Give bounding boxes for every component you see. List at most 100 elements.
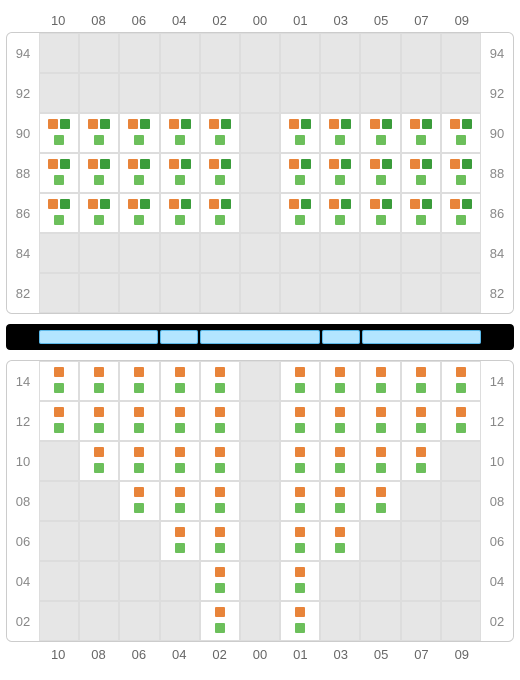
cell-88-09 bbox=[441, 153, 481, 193]
cell-88-10 bbox=[39, 153, 79, 193]
cell-90-00 bbox=[240, 113, 280, 153]
cell-08-02 bbox=[200, 481, 240, 521]
divider-bar bbox=[6, 324, 514, 350]
cell-06-02 bbox=[200, 521, 240, 561]
cell-14-09 bbox=[441, 361, 481, 401]
row-label: 90 bbox=[7, 113, 39, 153]
cell-02-09 bbox=[441, 601, 481, 641]
cell-08-04 bbox=[160, 481, 200, 521]
cell-92-00 bbox=[240, 73, 280, 113]
cell-10-07 bbox=[401, 441, 441, 481]
cell-84-07 bbox=[401, 233, 441, 273]
cell-94-05 bbox=[360, 33, 400, 73]
cell-94-01 bbox=[280, 33, 320, 73]
cell-12-01 bbox=[280, 401, 320, 441]
cell-84-03 bbox=[320, 233, 360, 273]
row-label: 92 bbox=[7, 73, 39, 113]
col-label: 06 bbox=[119, 13, 159, 28]
cell-86-10 bbox=[39, 193, 79, 233]
col-label: 00 bbox=[240, 13, 280, 28]
cell-14-07 bbox=[401, 361, 441, 401]
cell-12-02 bbox=[200, 401, 240, 441]
cell-86-01 bbox=[280, 193, 320, 233]
cell-02-01 bbox=[280, 601, 320, 641]
cell-88-05 bbox=[360, 153, 400, 193]
cell-14-00 bbox=[240, 361, 280, 401]
cell-06-10 bbox=[39, 521, 79, 561]
cell-06-08 bbox=[79, 521, 119, 561]
cell-82-08 bbox=[79, 273, 119, 313]
cell-88-01 bbox=[280, 153, 320, 193]
cell-14-05 bbox=[360, 361, 400, 401]
bottom-grid: 1414121210100808060604040202 bbox=[6, 360, 514, 642]
cell-82-07 bbox=[401, 273, 441, 313]
row-label: 10 bbox=[481, 441, 513, 481]
row-label: 06 bbox=[7, 521, 39, 561]
col-label: 05 bbox=[361, 647, 401, 662]
cell-88-07 bbox=[401, 153, 441, 193]
col-label: 09 bbox=[442, 13, 482, 28]
cell-82-10 bbox=[39, 273, 79, 313]
row-label: 94 bbox=[7, 33, 39, 73]
cell-04-03 bbox=[320, 561, 360, 601]
cell-86-04 bbox=[160, 193, 200, 233]
cell-90-07 bbox=[401, 113, 441, 153]
cell-84-08 bbox=[79, 233, 119, 273]
cell-90-03 bbox=[320, 113, 360, 153]
cell-10-08 bbox=[79, 441, 119, 481]
row-label: 06 bbox=[481, 521, 513, 561]
row-label: 08 bbox=[7, 481, 39, 521]
cell-12-07 bbox=[401, 401, 441, 441]
cell-12-03 bbox=[320, 401, 360, 441]
cell-86-09 bbox=[441, 193, 481, 233]
col-label: 04 bbox=[159, 647, 199, 662]
col-label: 04 bbox=[159, 13, 199, 28]
row-label: 92 bbox=[481, 73, 513, 113]
cell-10-04 bbox=[160, 441, 200, 481]
top-grid: 9494929290908888868684848282 bbox=[6, 32, 514, 314]
cell-04-10 bbox=[39, 561, 79, 601]
cell-08-01 bbox=[280, 481, 320, 521]
divider-segment bbox=[200, 330, 319, 344]
cell-86-02 bbox=[200, 193, 240, 233]
cell-94-02 bbox=[200, 33, 240, 73]
cell-10-09 bbox=[441, 441, 481, 481]
row-label: 14 bbox=[7, 361, 39, 401]
cell-02-05 bbox=[360, 601, 400, 641]
row-label: 88 bbox=[7, 153, 39, 193]
cell-86-08 bbox=[79, 193, 119, 233]
cell-12-04 bbox=[160, 401, 200, 441]
cell-06-04 bbox=[160, 521, 200, 561]
cell-06-09 bbox=[441, 521, 481, 561]
cell-94-04 bbox=[160, 33, 200, 73]
cell-92-07 bbox=[401, 73, 441, 113]
cell-86-05 bbox=[360, 193, 400, 233]
cell-92-10 bbox=[39, 73, 79, 113]
col-label: 03 bbox=[321, 13, 361, 28]
cell-10-00 bbox=[240, 441, 280, 481]
cell-06-05 bbox=[360, 521, 400, 561]
cell-06-03 bbox=[320, 521, 360, 561]
cell-08-07 bbox=[401, 481, 441, 521]
cell-12-09 bbox=[441, 401, 481, 441]
col-label: 07 bbox=[401, 13, 441, 28]
cell-04-09 bbox=[441, 561, 481, 601]
col-label: 02 bbox=[199, 647, 239, 662]
cell-92-04 bbox=[160, 73, 200, 113]
cell-04-08 bbox=[79, 561, 119, 601]
divider-segment bbox=[322, 330, 360, 344]
cell-10-05 bbox=[360, 441, 400, 481]
cell-08-06 bbox=[119, 481, 159, 521]
cell-86-07 bbox=[401, 193, 441, 233]
cell-02-06 bbox=[119, 601, 159, 641]
row-label: 02 bbox=[7, 601, 39, 641]
cell-08-08 bbox=[79, 481, 119, 521]
col-label: 03 bbox=[321, 647, 361, 662]
cell-04-00 bbox=[240, 561, 280, 601]
cell-82-01 bbox=[280, 273, 320, 313]
cell-02-00 bbox=[240, 601, 280, 641]
cell-92-01 bbox=[280, 73, 320, 113]
cell-82-02 bbox=[200, 273, 240, 313]
cell-06-07 bbox=[401, 521, 441, 561]
cell-88-04 bbox=[160, 153, 200, 193]
